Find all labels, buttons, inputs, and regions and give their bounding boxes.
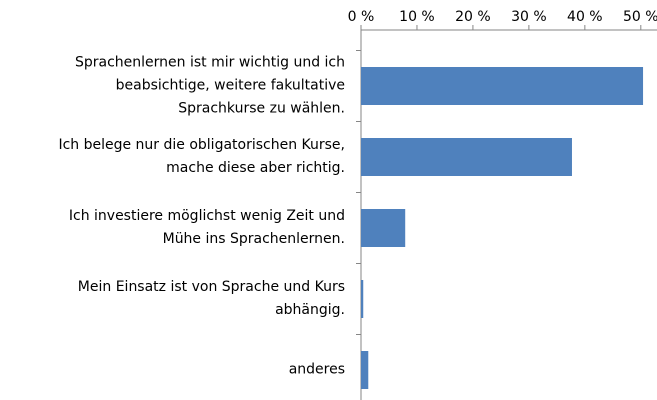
y-tick-label: Sprachenlernen ist mir wichtig und ich b… bbox=[74, 54, 345, 117]
bar bbox=[361, 280, 364, 318]
x-tick-label: 40 % bbox=[567, 9, 603, 25]
bar bbox=[361, 138, 572, 176]
y-tick-label: Mein Einsatz ist von Sprache und Kurs ab… bbox=[77, 279, 345, 318]
bar bbox=[361, 351, 369, 389]
y-tick-label: anderes bbox=[288, 361, 345, 378]
x-tick-label: 30 % bbox=[511, 9, 547, 25]
y-tick-label: Ich belege nur die obligatorischen Kurse… bbox=[58, 137, 345, 176]
x-tick-label: 20 % bbox=[455, 9, 491, 25]
x-tick-label: 50 % bbox=[623, 9, 657, 25]
bar bbox=[361, 209, 406, 247]
y-tick-label: Ich investiere möglichst wenig Zeit und … bbox=[68, 208, 345, 247]
x-tick-label: 10 % bbox=[399, 9, 435, 25]
bar bbox=[361, 67, 644, 105]
x-tick-label: 0 % bbox=[348, 9, 375, 25]
